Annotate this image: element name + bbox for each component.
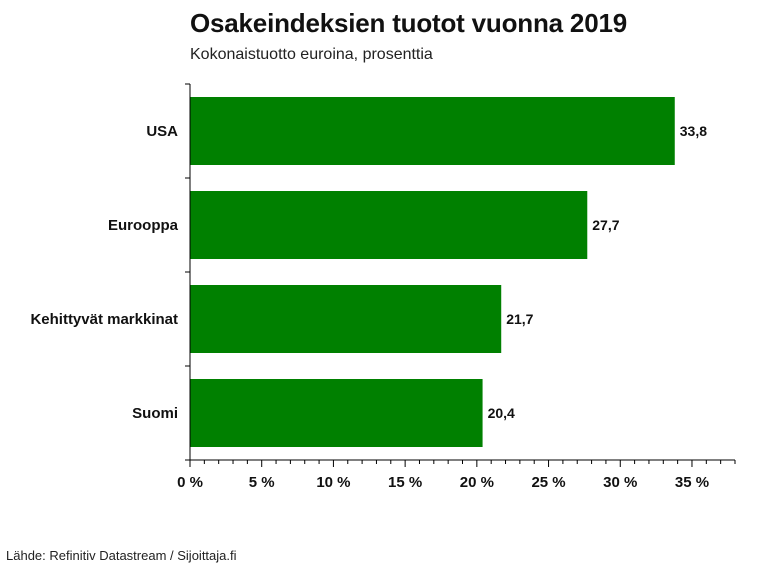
- value-label: 21,7: [506, 311, 533, 327]
- x-tick-label: 25 %: [531, 474, 565, 491]
- chart-title: Osakeindeksien tuotot vuonna 2019: [190, 8, 627, 38]
- value-label: 33,8: [680, 123, 707, 139]
- bar-4: [190, 379, 483, 447]
- value-label: 27,7: [592, 217, 619, 233]
- category-labels: USA Eurooppa Kehittyvät markkinat Suomi: [30, 123, 178, 422]
- x-tick-label: 30 %: [603, 474, 637, 491]
- x-tick-label: 10 %: [316, 474, 350, 491]
- value-labels: 33,8 27,7 21,7 20,4: [488, 123, 708, 421]
- bars-group: [190, 97, 675, 447]
- bar-2: [190, 191, 588, 259]
- bar-3: [190, 285, 502, 353]
- category-label: Suomi: [132, 405, 178, 422]
- x-tick-label: 0 %: [177, 474, 203, 491]
- bar-1: [190, 97, 675, 165]
- x-tick-label: 20 %: [460, 474, 494, 491]
- value-label: 20,4: [488, 405, 515, 421]
- chart-subtitle: Kokonaistuotto euroina, prosenttia: [190, 46, 433, 63]
- category-label: Eurooppa: [108, 217, 179, 234]
- source-note: Lähde: Refinitiv Datastream / Sijoittaja…: [6, 548, 237, 563]
- category-label: Kehittyvät markkinat: [30, 311, 178, 328]
- x-tick-label: 35 %: [675, 474, 709, 491]
- category-label: USA: [146, 123, 178, 140]
- x-tick-label: 5 %: [249, 474, 275, 491]
- x-tick-label: 15 %: [388, 474, 422, 491]
- axes-group: 0 % 5 % 10 % 15 % 20 % 25 % 30 % 35 %: [177, 83, 736, 491]
